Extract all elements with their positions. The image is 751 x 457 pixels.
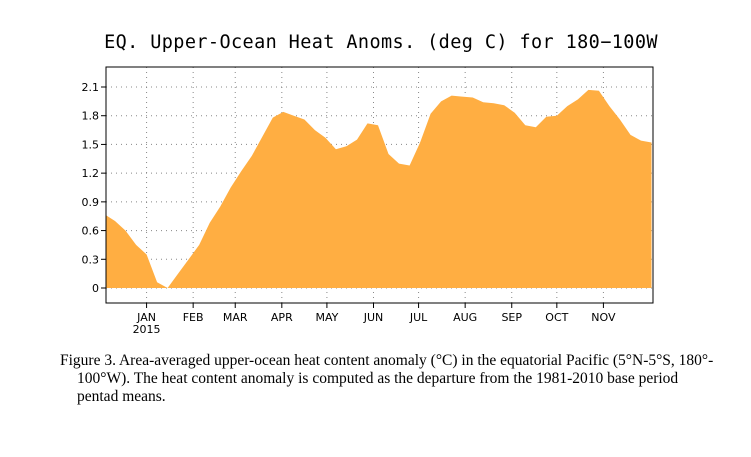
heat-anomaly-area xyxy=(106,89,652,289)
x-tick-label: SEP xyxy=(501,311,522,324)
y-axis: 0 0.3 0.6 0.9 1.2 1.5 1.8 2.1 xyxy=(82,81,106,295)
x-tick-label: JUL xyxy=(409,311,428,324)
y-tick-label: 0.3 xyxy=(82,253,100,266)
plot-frame xyxy=(105,66,654,304)
y-tick-label: 1.5 xyxy=(82,138,100,151)
area-series xyxy=(106,89,652,289)
x-tick-label: JAN xyxy=(136,311,156,324)
y-tick-label: 2.1 xyxy=(82,81,100,94)
x-tick-label: OCT xyxy=(545,311,568,324)
y-tick-label: 0.6 xyxy=(82,225,100,238)
y-tick-label: 1.8 xyxy=(82,110,100,123)
chart-title: EQ. Upper-Ocean Heat Anoms. (deg C) for … xyxy=(104,32,658,53)
x-tick-label: FEB xyxy=(183,311,204,324)
caption-line-1: Figure 3. Area-averaged upper-ocean heat… xyxy=(60,352,714,369)
caption-line-2: 100°W). The heat content anomaly is comp… xyxy=(77,370,679,387)
heat-anomaly-chart: EQ. Upper-Ocean Heat Anoms. (deg C) for … xyxy=(82,32,658,336)
caption-line-3: pentad means. xyxy=(77,388,166,405)
x-tick-year-label: 2015 xyxy=(133,323,161,336)
y-tick-label: 0 xyxy=(92,282,99,295)
x-tick-label: JUN xyxy=(363,311,384,324)
y-tick-label: 0.9 xyxy=(82,196,100,209)
figure-caption: Figure 3. Area-averaged upper-ocean heat… xyxy=(60,352,740,406)
x-tick-label: MAY xyxy=(315,311,338,324)
x-tick-label: AUG xyxy=(453,311,477,324)
x-tick-label: APR xyxy=(271,311,293,324)
x-tick-label: NOV xyxy=(591,311,616,324)
x-tick-label: MAR xyxy=(223,311,248,324)
y-tick-label: 1.2 xyxy=(82,167,100,180)
